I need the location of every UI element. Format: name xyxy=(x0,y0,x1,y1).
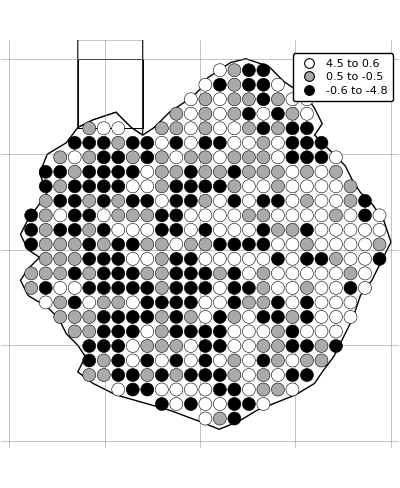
Legend: 4.5 to 0.6, 0.5 to -0.5, -0.6 to -4.8: 4.5 to 0.6, 0.5 to -0.5, -0.6 to -4.8 xyxy=(292,53,393,101)
Polygon shape xyxy=(78,40,143,135)
Polygon shape xyxy=(20,59,391,429)
